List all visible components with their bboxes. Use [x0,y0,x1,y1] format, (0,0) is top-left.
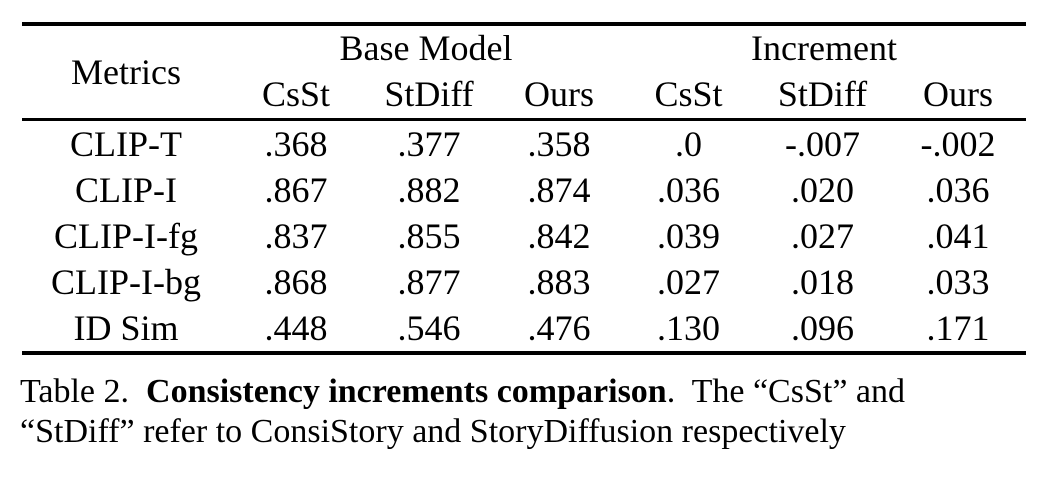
value-cell: -.007 [785,124,860,164]
value-cell: .0 [675,124,702,164]
sub-header-incr-stdiff: StDiff [755,70,890,121]
value-cell: .877 [397,262,461,302]
caption-text: . The “CsSt” and [666,373,906,410]
metric-label: CLIP-T [70,124,182,164]
value-cell: .130 [657,308,720,348]
caption-text-line2: “StDiff” refer to ConsiStory and StoryDi… [20,413,846,450]
metric-label: CLIP-I-fg [54,216,198,256]
sub-header-base-stdiff: StDiff [362,70,496,121]
value-cell: .883 [527,262,591,302]
metric-label: CLIP-I [75,170,177,210]
column-header-metrics: Metrics [22,24,230,121]
table-sub-header-row: CsSt StDiff Ours CsSt StDiff Ours [22,70,1026,121]
value-cell: .358 [527,124,591,164]
value-cell: .027 [791,216,854,256]
value-cell: .041 [926,216,990,256]
value-cell: .546 [397,308,461,348]
value-cell: .874 [527,170,591,210]
group-header-increment: Increment [751,28,897,68]
table-group-header-row: Metrics Base Model Increment [22,24,1026,121]
results-table: Metrics Base Model Increment CsSt StDiff… [22,22,1026,355]
sub-header-base-ours: Ours [496,70,622,121]
caption-line-1: Table 2. Consistency increments comparis… [20,372,1034,412]
value-cell: .867 [264,170,328,210]
value-cell: .027 [657,262,720,302]
table-row: CLIP-T .368 .377 .358 .0 -.007 -.002 [22,120,1026,168]
value-cell: .882 [397,170,461,210]
sub-header-incr-csst: CsSt [622,70,755,121]
table-row: CLIP-I-fg .837 .855 .842 .039 .027 .041 [22,213,1026,259]
sub-header-incr-ours: Ours [890,70,1026,121]
value-cell: .842 [527,216,591,256]
metric-label: CLIP-I-bg [51,262,201,302]
value-cell: .837 [264,216,328,256]
value-cell: .377 [397,124,461,164]
value-cell: .476 [527,308,591,348]
table-row: CLIP-I-bg .868 .877 .883 .027 .018 .033 [22,259,1026,305]
value-cell: .018 [791,262,854,302]
caption-line-2: “StDiff” refer to ConsiStory and StoryDi… [20,412,1034,452]
table-row: ID Sim .448 .546 .476 .130 .096 .171 [22,305,1026,353]
value-cell: .039 [657,216,720,256]
value-cell: -.002 [920,124,996,164]
caption-title: Consistency increments comparison [146,373,667,410]
value-cell: .036 [926,170,990,210]
metric-label: ID Sim [73,308,179,348]
value-cell: .855 [397,216,461,256]
caption-label: Table 2. [20,373,147,410]
value-cell: .020 [791,170,854,210]
value-cell: .368 [264,124,328,164]
table-row: CLIP-I .867 .882 .874 .036 .020 .036 [22,167,1026,213]
group-header-base-model: Base Model [339,28,513,68]
value-cell: .033 [926,262,990,302]
value-cell: .868 [264,262,328,302]
value-cell: .096 [791,308,854,348]
value-cell: .036 [657,170,720,210]
value-cell: .171 [926,308,990,348]
table-caption: Table 2. Consistency increments comparis… [20,372,1034,452]
value-cell: .448 [264,308,328,348]
sub-header-base-csst: CsSt [230,70,362,121]
